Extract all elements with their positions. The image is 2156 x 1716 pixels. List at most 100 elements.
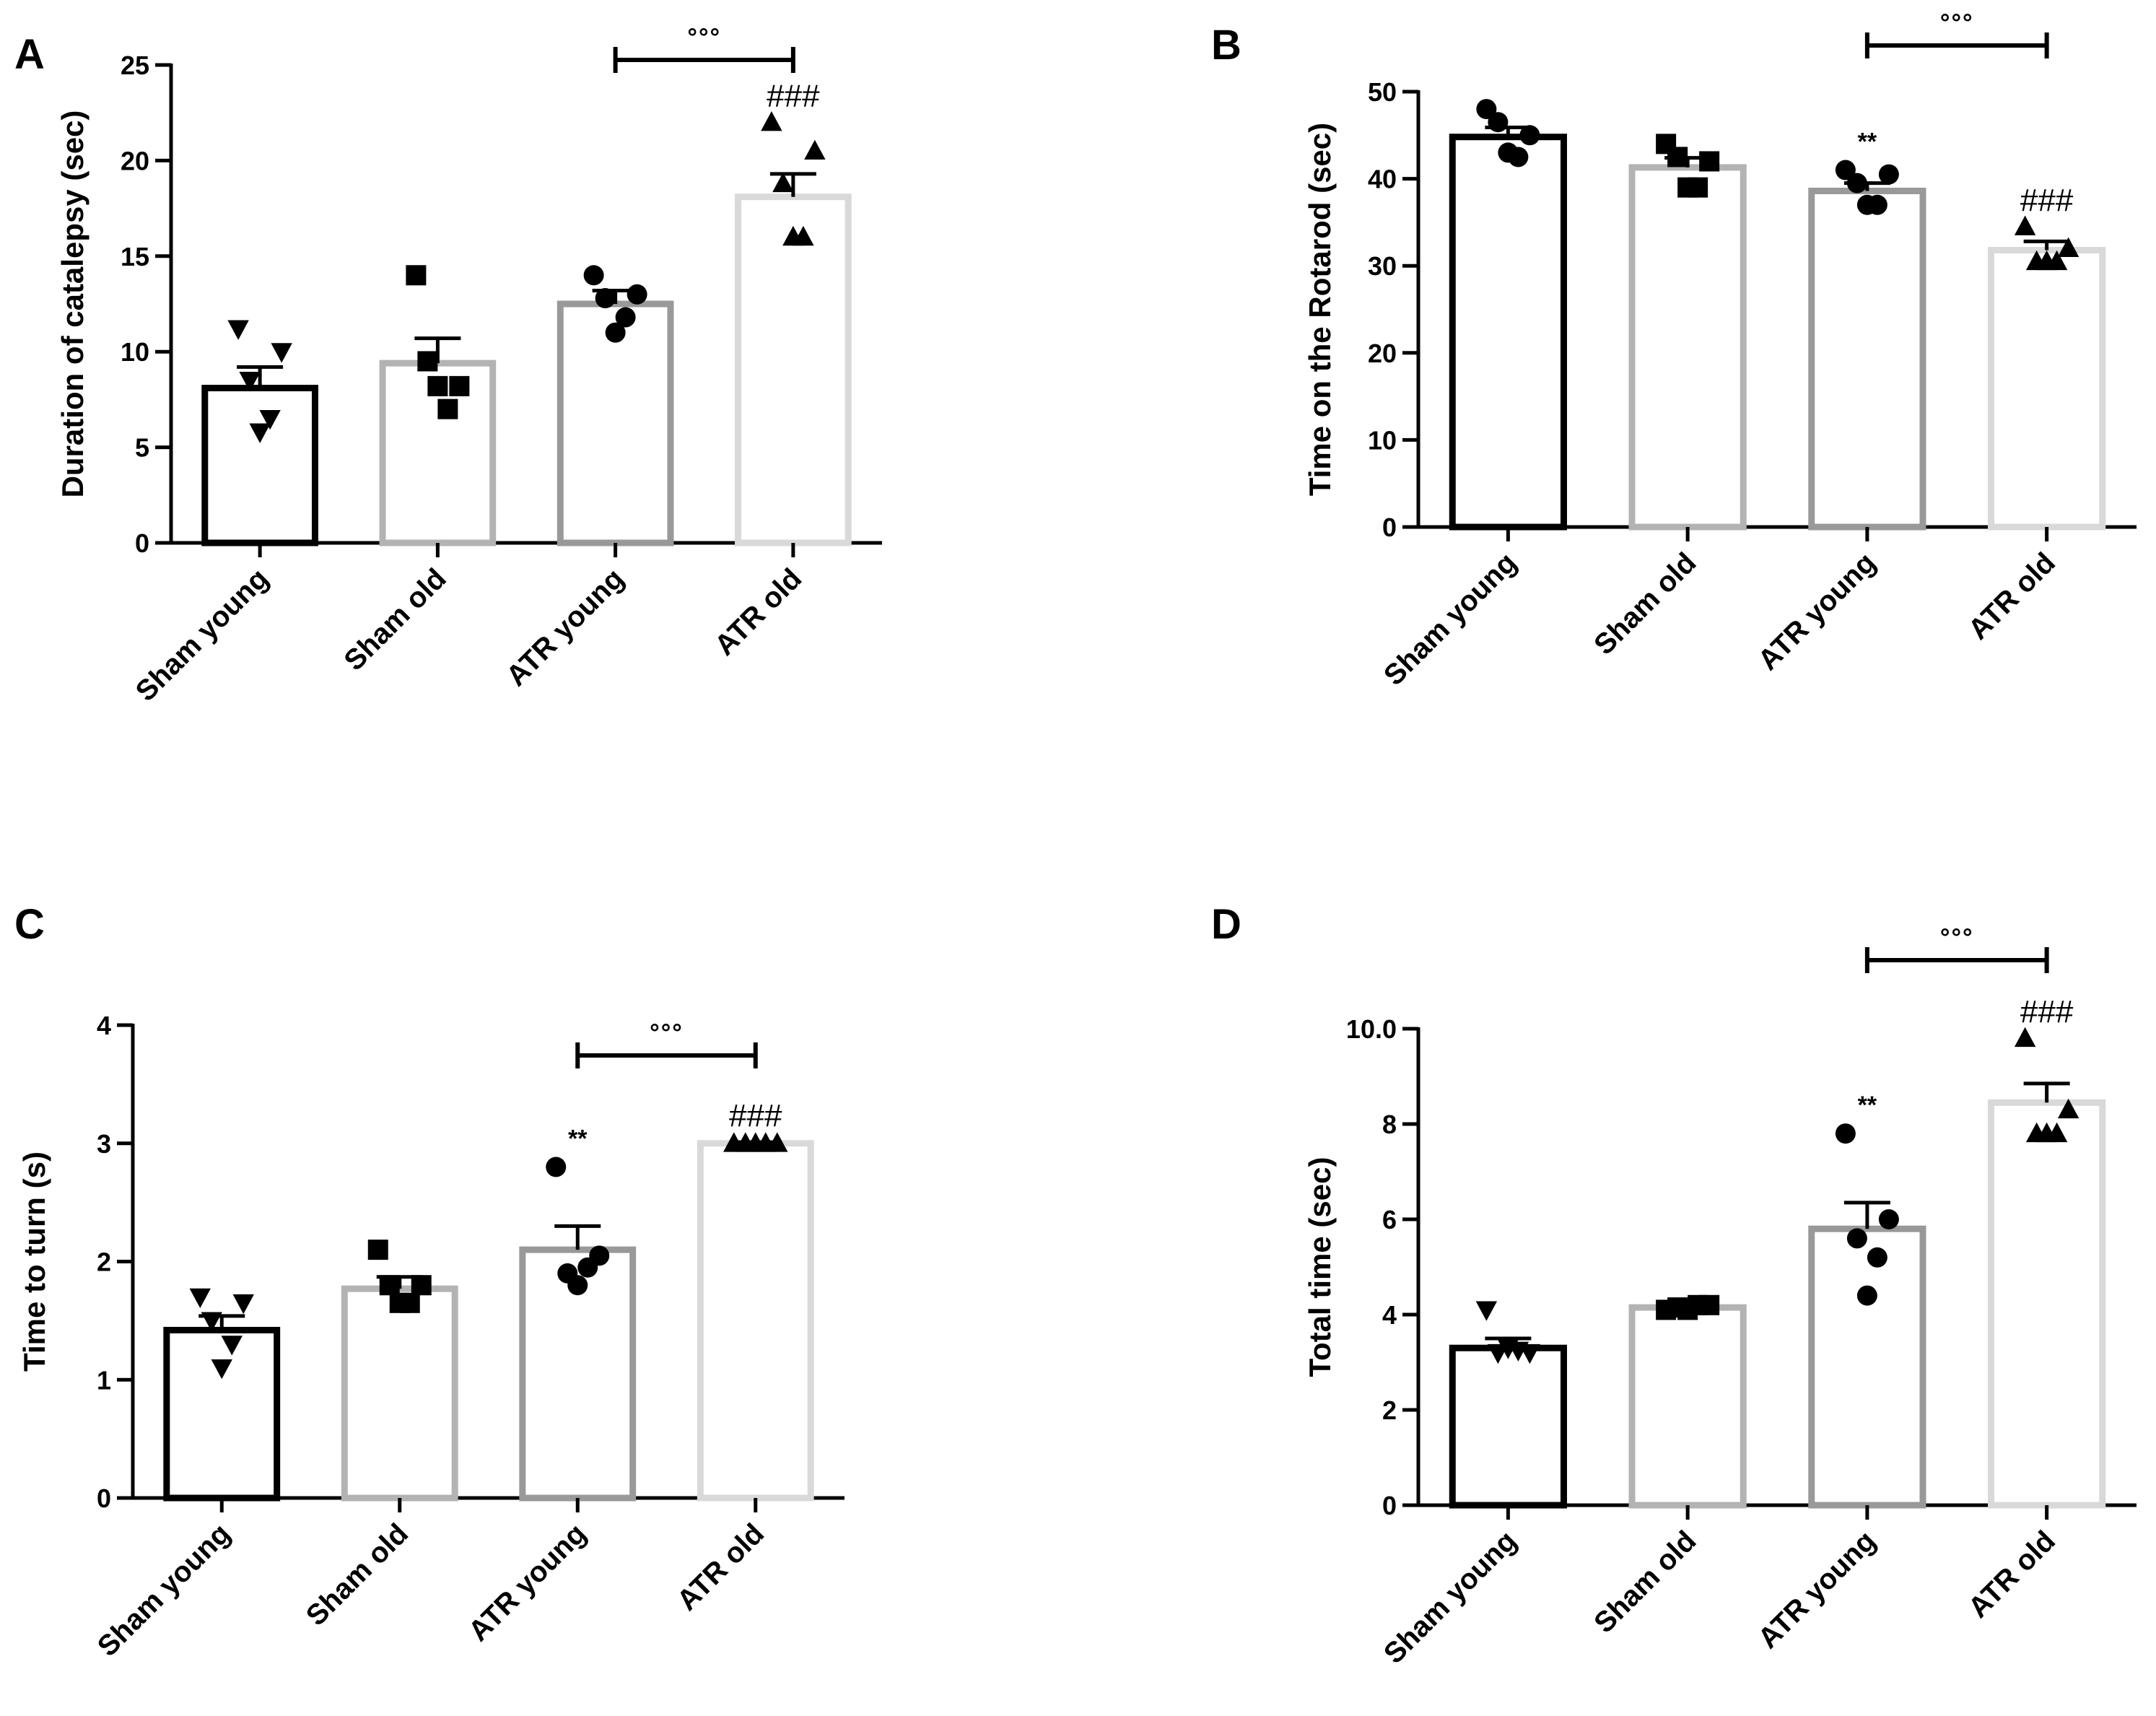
data-point-atr-young (595, 288, 616, 309)
y-tick-label: 20 (1368, 339, 1397, 368)
data-point-atr-young (1835, 160, 1856, 180)
data-point-atr-young (1867, 1247, 1887, 1268)
data-point-atr-old (2035, 250, 2058, 271)
data-point-sham-young (211, 1359, 232, 1380)
y-tick-label: 20 (121, 146, 149, 175)
x-tick-label: ATR old (671, 1517, 770, 1616)
data-point-atr-old (2057, 237, 2079, 257)
y-tick-label: 2 (97, 1247, 111, 1277)
y-tick-label: 15 (121, 242, 149, 271)
bar-atr-old (1988, 246, 2106, 531)
significance-degrees: °°° (1940, 924, 1974, 951)
y-tick-label: 10 (1368, 425, 1397, 455)
data-point-sham-young (1488, 112, 1509, 133)
significance-degrees: °°° (687, 24, 721, 51)
bar-atr-old (735, 193, 852, 546)
bar-sham-old (341, 1285, 458, 1502)
data-point-sham-old (411, 1275, 432, 1296)
bar-sham-young (163, 1326, 281, 1502)
data-point-sham-old (367, 1240, 388, 1260)
data-point-atr-young (1846, 173, 1867, 193)
data-point-atr-young (1835, 1123, 1856, 1144)
bar-sham-old (1628, 1304, 1747, 1509)
data-point-sham-young (271, 343, 292, 363)
y-tick-label: 30 (1368, 251, 1397, 281)
data-point-sham-young (239, 372, 261, 392)
y-tick-label: 8 (1382, 1110, 1397, 1139)
data-point-sham-young (189, 1288, 211, 1309)
data-point-atr-old (804, 139, 826, 160)
x-tick-label: Sham young (92, 1517, 237, 1663)
panel-letter: D (1211, 901, 1241, 948)
data-point-sham-old (449, 375, 470, 396)
data-point-sham-old (1677, 1299, 1698, 1320)
panel-a: A 0 5 10 15 20 25 Duration of catalepsy (sec) Sh… (14, 24, 882, 707)
significance-degrees: °°° (1940, 9, 1974, 37)
data-point-sham-old (1699, 151, 1720, 172)
y-tick-label: 25 (121, 51, 149, 80)
data-point-sham-young (1519, 125, 1540, 146)
data-point-atr-young (567, 1275, 588, 1296)
x-tick-label: Sham old (300, 1517, 414, 1632)
y-axis-title: Total time (sec) (1303, 1157, 1337, 1377)
y-tick-label: 0 (97, 1484, 111, 1513)
y-tick-label: 0 (1382, 1491, 1397, 1520)
data-point-sham-old (379, 1275, 400, 1296)
significance-hash: ### (2020, 183, 2074, 218)
data-point-sham-young (259, 409, 281, 430)
data-point-atr-old (782, 225, 804, 246)
data-point-atr-old (745, 1132, 767, 1152)
data-point-atr-young (1878, 164, 1899, 185)
data-point-sham-young (221, 1336, 243, 1356)
y-tick-label: 5 (135, 433, 149, 463)
significance-hash: ### (729, 1098, 782, 1133)
bar-sham-young (1449, 1344, 1567, 1509)
data-point-sham-old (389, 1292, 410, 1313)
y-tick-label: 1 (97, 1365, 111, 1395)
bar-sham-young (201, 385, 318, 546)
data-point-atr-young (546, 1157, 567, 1177)
bar-sham-young (1449, 134, 1567, 531)
data-point-atr-young (1846, 1228, 1867, 1249)
panel-letter: C (14, 901, 45, 948)
data-point-atr-old (2014, 215, 2036, 235)
y-tick-label: 2 (1382, 1395, 1397, 1425)
y-axis-title: Time on the Rotarod (sec) (1303, 123, 1337, 496)
data-point-atr-young (1856, 194, 1877, 215)
y-tick-label: 10.0 (1346, 1014, 1397, 1044)
x-tick-label: Sham old (1588, 546, 1702, 661)
y-tick-label: 50 (1368, 77, 1397, 107)
data-point-sham-young (1476, 99, 1497, 120)
data-point-sham-young (201, 1312, 222, 1332)
y-tick-label: 3 (97, 1129, 111, 1159)
data-point-sham-young (1475, 1301, 1498, 1321)
x-tick-label: ATR old (1963, 546, 2061, 645)
x-tick-label: ATR young (463, 1517, 593, 1647)
data-point-sham-young (1498, 142, 1519, 163)
panel-c: C 0 1 2 3 4 Time to turn (s) Sham young Sham old… (14, 901, 844, 1663)
y-tick-label: 40 (1368, 165, 1397, 194)
significance-degrees: °°° (650, 1019, 684, 1047)
x-tick-label: ATR young (500, 562, 630, 692)
y-tick-label: 0 (1382, 513, 1397, 542)
data-point-atr-young (577, 1257, 598, 1278)
data-point-sham-old (417, 351, 438, 372)
significance-stars: ** (568, 1125, 588, 1153)
data-point-atr-old (2035, 1122, 2058, 1143)
x-tick-label: Sham young (130, 562, 275, 707)
data-point-sham-old (437, 398, 458, 419)
data-point-sham-young (1497, 1339, 1519, 1359)
bar-atr-young (1808, 1225, 1926, 1509)
data-point-atr-old (2057, 1098, 2079, 1119)
y-axis-title: Duration of catalepsy (sec) (56, 110, 90, 498)
significance-stars: ** (1858, 129, 1877, 156)
data-point-atr-young (1856, 1285, 1877, 1306)
data-point-atr-young (1878, 1209, 1899, 1229)
significance-hash: ### (2020, 994, 2074, 1029)
panel-d: D 0 2 4 6 8 10.0 Total time (sec) Sham young Sham… (1211, 901, 2137, 1670)
y-tick-label: 4 (1382, 1300, 1397, 1330)
bar-sham-old (1628, 164, 1747, 531)
data-point-sham-old (1677, 177, 1698, 198)
data-point-atr-young (627, 284, 647, 305)
